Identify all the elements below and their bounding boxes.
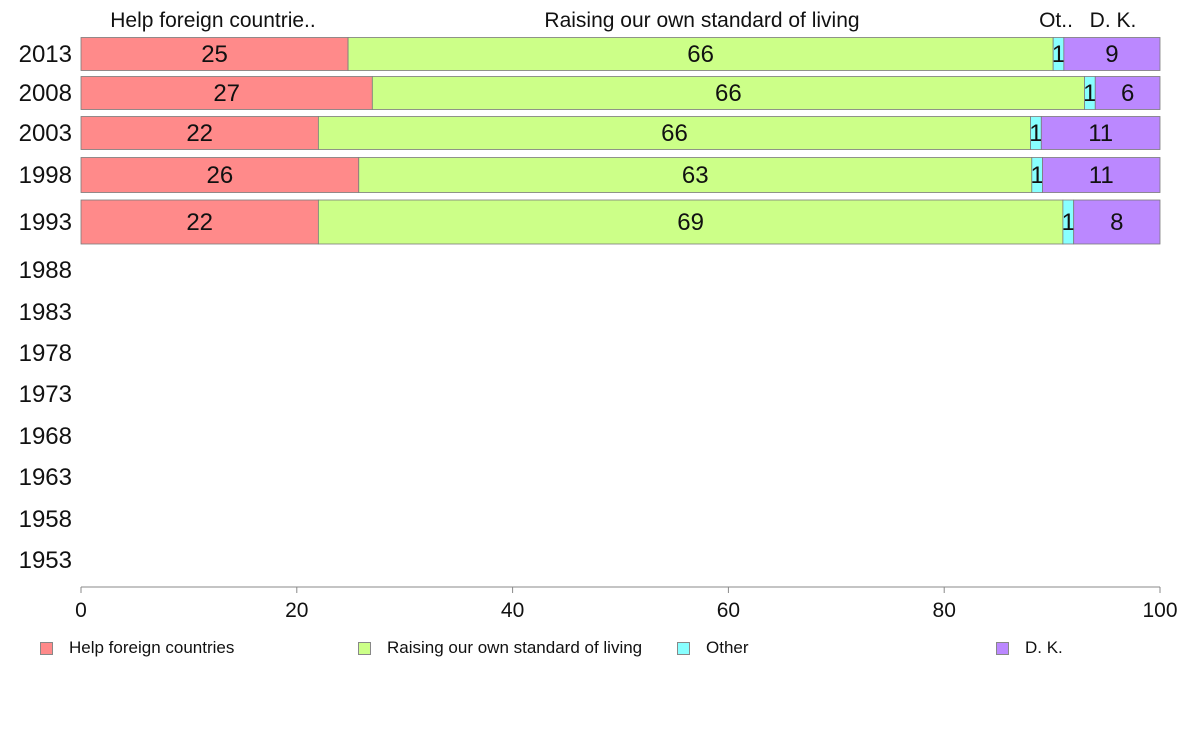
bar-segment — [1073, 199, 1161, 245]
y-tick-label: 2008 — [19, 80, 72, 107]
data-label: 27 — [213, 80, 240, 107]
x-tick-label: 100 — [1142, 599, 1177, 622]
data-label: 6 — [1121, 80, 1134, 107]
series-header: Ot.. — [1039, 9, 1073, 32]
data-label: 66 — [715, 80, 742, 107]
data-label: 26 — [207, 162, 234, 189]
bar-segment — [80, 199, 319, 245]
legend-item-help-foreign: Help foreign countries — [40, 638, 234, 658]
y-tick-label: 1958 — [19, 506, 72, 533]
stacked-bar-chart: 2013200820031998199319881983197819731968… — [19, 9, 1178, 622]
y-tick-label: 2003 — [19, 120, 72, 147]
legend-swatch — [996, 641, 1009, 655]
series-header: D. K. — [1090, 9, 1137, 32]
legend: Help foreign countries Raising our own s… — [0, 638, 1188, 662]
bar-segment — [80, 116, 319, 150]
legend-swatch — [677, 641, 690, 655]
bar-segment — [358, 157, 1033, 193]
x-tick-label: 60 — [717, 599, 740, 622]
legend-label: Other — [706, 638, 749, 657]
data-label: 66 — [661, 120, 688, 147]
y-tick-label: 1983 — [19, 299, 72, 326]
series-header: Raising our own standard of living — [544, 9, 859, 32]
series-header: Help foreign countrie.. — [110, 9, 315, 32]
y-tick-label: 2013 — [19, 41, 72, 68]
x-tick-label: 80 — [933, 599, 956, 622]
y-tick-label: 1963 — [19, 464, 72, 491]
data-label: 1 — [1029, 120, 1042, 147]
bar-segment — [317, 116, 1031, 150]
x-tick-label: 20 — [285, 599, 308, 622]
y-tick-label: 1993 — [19, 209, 72, 236]
data-label: 1 — [1083, 80, 1096, 107]
legend-swatch — [40, 641, 53, 655]
y-tick-label: 1973 — [19, 381, 72, 408]
y-tick-label: 1998 — [19, 162, 72, 189]
data-label: 11 — [1088, 120, 1113, 147]
y-tick-label: 1968 — [19, 423, 72, 450]
data-label: 11 — [1089, 162, 1114, 189]
y-tick-label: 1978 — [19, 340, 72, 367]
legend-label: D. K. — [1025, 638, 1063, 657]
data-label: 63 — [682, 162, 709, 189]
bar-segment — [371, 76, 1085, 110]
x-tick-label: 0 — [75, 599, 87, 622]
y-tick-label: 1988 — [19, 257, 72, 284]
data-label: 22 — [186, 120, 213, 147]
legend-swatch — [358, 641, 371, 655]
bar-segment — [1040, 116, 1161, 150]
data-label: 69 — [677, 209, 704, 236]
data-label: 1 — [1030, 162, 1043, 189]
y-tick-label: 1953 — [19, 547, 72, 574]
bar-segment — [1094, 76, 1161, 110]
data-label: 25 — [201, 41, 228, 68]
data-label: 1 — [1062, 209, 1075, 236]
data-label: 8 — [1110, 209, 1123, 236]
bar-segment — [317, 199, 1064, 245]
x-tick-label: 40 — [501, 599, 524, 622]
legend-label: Help foreign countries — [69, 638, 235, 657]
legend-item-raising-standard: Raising our own standard of living — [358, 638, 642, 658]
bar-segment — [1042, 157, 1161, 193]
bar-segment — [347, 37, 1054, 71]
legend-label: Raising our own standard of living — [387, 638, 643, 657]
data-label: 1 — [1052, 41, 1065, 68]
legend-item-other: Other — [677, 638, 749, 658]
bar-segment — [80, 157, 360, 193]
data-label: 66 — [687, 41, 714, 68]
data-label: 9 — [1105, 41, 1118, 68]
bar-segment — [80, 37, 349, 71]
data-label: 22 — [186, 209, 213, 236]
legend-item-dk: D. K. — [996, 638, 1063, 658]
bar-segment — [1063, 37, 1161, 71]
